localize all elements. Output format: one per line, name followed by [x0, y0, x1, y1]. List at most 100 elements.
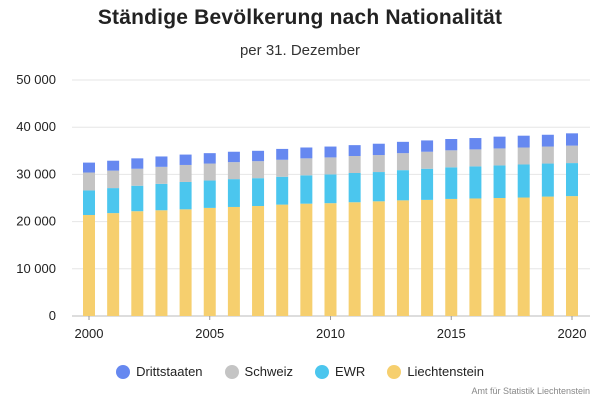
legend-item-liechtenstein[interactable]: Liechtenstein	[387, 364, 484, 379]
bar-drittstaaten-2007	[252, 150, 265, 162]
x-tick-label: 2020	[558, 326, 587, 341]
y-tick-label: 30 000	[16, 166, 56, 181]
bar-drittstaaten-2014	[421, 140, 434, 152]
bar-drittstaaten-2005	[203, 153, 216, 164]
bar-schweiz-2020	[566, 145, 578, 164]
bar-ewr-2011	[348, 172, 361, 203]
legend-swatch	[224, 364, 239, 379]
bar-schweiz-2000	[83, 172, 95, 191]
bar-ewr-2010	[324, 174, 337, 204]
y-tick-label: 10 000	[16, 261, 56, 276]
chart-title: Ständige Bevölkerung nach Nationalität	[97, 6, 503, 29]
bar-liechtenstein-2005	[203, 207, 216, 316]
bar-ewr-2013	[396, 170, 409, 201]
bar-schweiz-2009	[300, 158, 313, 176]
bar-drittstaaten-2006	[227, 151, 240, 163]
bar-schweiz-2008	[276, 159, 289, 177]
legend-swatch	[116, 364, 131, 379]
bar-liechtenstein-2016	[469, 198, 482, 316]
bar-drittstaaten-2008	[276, 148, 289, 160]
bar-liechtenstein-2012	[372, 201, 385, 316]
bar-liechtenstein-2009	[300, 203, 313, 316]
bar-liechtenstein-2019	[541, 196, 554, 316]
legend-item-ewr[interactable]: EWR	[314, 364, 365, 379]
legend-swatch	[314, 364, 329, 379]
legend-item-schweiz[interactable]: Schweiz	[224, 364, 293, 379]
bar-schweiz-2002	[131, 168, 144, 186]
bar-ewr-2018	[517, 164, 530, 198]
bar-schweiz-2010	[324, 157, 337, 175]
bar-ewr-2020	[566, 163, 578, 197]
bar-schweiz-2018	[517, 147, 530, 165]
bar-drittstaaten-2017	[493, 136, 506, 149]
bar-liechtenstein-2014	[421, 199, 434, 316]
bar-schweiz-2014	[421, 151, 434, 169]
bar-ewr-2004	[179, 181, 192, 210]
bar-drittstaaten-2010	[324, 146, 337, 158]
bar-ewr-2002	[131, 185, 144, 212]
bar-schweiz-2012	[372, 155, 385, 173]
bar-ewr-2016	[469, 166, 482, 199]
bar-schweiz-2003	[155, 166, 168, 184]
x-tick-label: 2015	[437, 326, 466, 341]
legend-label: Liechtenstein	[407, 364, 484, 379]
bar-drittstaaten-2000	[83, 162, 95, 173]
bar-liechtenstein-2013	[396, 200, 409, 316]
x-tick-label: 2010	[316, 326, 345, 341]
bar-ewr-2006	[227, 179, 240, 207]
bar-schweiz-2011	[348, 155, 361, 173]
bar-schweiz-2016	[469, 149, 482, 167]
bar-liechtenstein-2000	[83, 214, 95, 316]
bar-liechtenstein-2010	[324, 203, 337, 316]
bar-drittstaaten-2013	[396, 141, 409, 154]
bar-drittstaaten-2004	[179, 154, 192, 165]
bar-ewr-2003	[155, 183, 168, 211]
bar-ewr-2000	[83, 190, 95, 215]
legend-label: Schweiz	[244, 364, 293, 379]
bar-ewr-2009	[300, 175, 313, 204]
bar-schweiz-2001	[107, 170, 120, 189]
bar-drittstaaten-2009	[300, 147, 313, 159]
bar-ewr-2017	[493, 165, 506, 198]
bar-drittstaaten-2003	[155, 156, 168, 167]
source-note: Amt für Statistik Liechtenstein	[471, 386, 590, 396]
bar-liechtenstein-2001	[107, 213, 120, 316]
bar-drittstaaten-2011	[348, 145, 361, 156]
bar-schweiz-2019	[541, 146, 554, 164]
bar-liechtenstein-2018	[517, 197, 530, 316]
bar-drittstaaten-2016	[469, 138, 482, 150]
bar-drittstaaten-2002	[131, 158, 144, 169]
bar-ewr-2008	[276, 176, 289, 205]
bar-schweiz-2004	[179, 164, 192, 182]
bar-drittstaaten-2020	[566, 133, 578, 146]
bar-schweiz-2013	[396, 153, 409, 171]
bar-schweiz-2017	[493, 148, 506, 166]
bar-liechtenstein-2006	[227, 206, 240, 316]
bar-ewr-2015	[445, 167, 458, 199]
bar-ewr-2019	[541, 163, 554, 197]
bar-liechtenstein-2008	[276, 204, 289, 316]
chart-subtitle: per 31. Dezember	[239, 42, 361, 59]
x-tick-label: 2005	[195, 326, 224, 341]
chart-legend: Drittstaaten Schweiz EWR Liechtenstein	[0, 364, 600, 379]
bar-schweiz-2015	[445, 150, 458, 168]
bar-liechtenstein-2011	[348, 202, 361, 316]
legend-label: Drittstaaten	[136, 364, 203, 379]
y-tick-label: 0	[49, 308, 56, 323]
legend-swatch	[387, 364, 402, 379]
bar-ewr-2005	[203, 180, 216, 208]
bar-schweiz-2006	[227, 162, 240, 180]
bar-schweiz-2005	[203, 163, 216, 181]
bar-liechtenstein-2020	[566, 196, 578, 316]
x-tick-label: 2000	[75, 326, 104, 341]
bar-ewr-2007	[252, 178, 265, 207]
y-tick-label: 40 000	[16, 119, 56, 134]
bar-ewr-2001	[107, 188, 120, 214]
bar-ewr-2014	[421, 168, 434, 200]
bar-liechtenstein-2004	[179, 209, 192, 316]
bar-liechtenstein-2007	[252, 206, 265, 316]
bar-liechtenstein-2003	[155, 210, 168, 316]
legend-item-drittstaaten[interactable]: Drittstaaten	[116, 364, 203, 379]
y-tick-label: 20 000	[16, 214, 56, 229]
